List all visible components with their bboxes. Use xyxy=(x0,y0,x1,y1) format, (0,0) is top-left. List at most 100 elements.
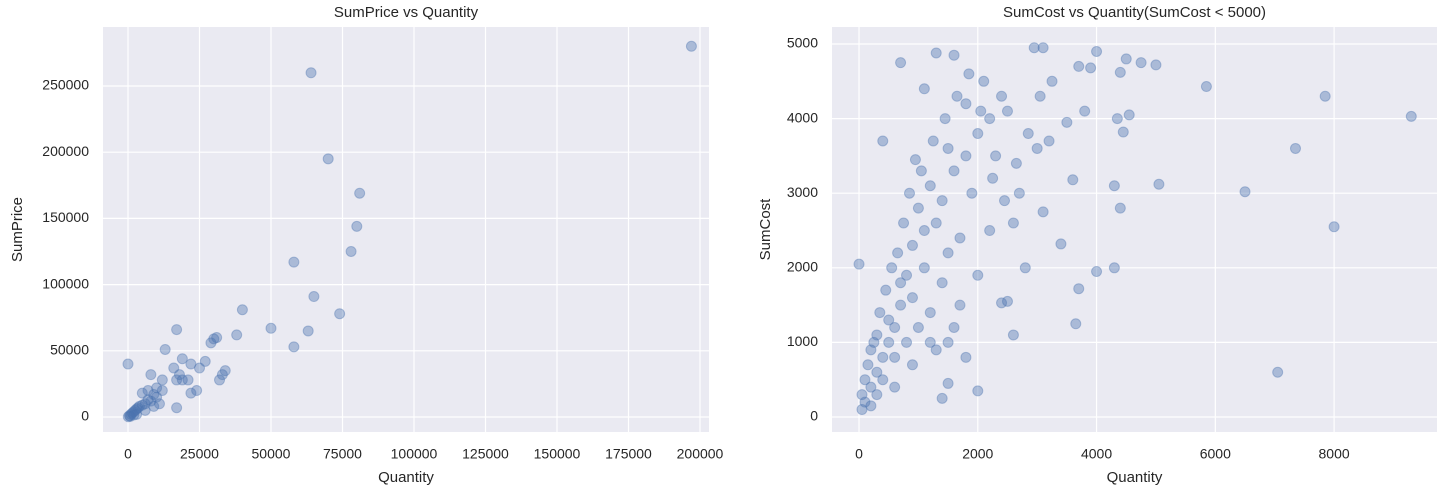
x-tick-label: 2000 xyxy=(962,446,993,462)
scatter-point xyxy=(987,172,999,184)
scatter-point xyxy=(1046,75,1058,87)
scatter-point xyxy=(996,90,1008,102)
scatter-point xyxy=(132,402,144,414)
scatter-point xyxy=(942,142,954,154)
scatter-point xyxy=(1028,42,1040,54)
scatter-point xyxy=(1091,266,1103,278)
x-axis-label: Quantity xyxy=(1107,469,1163,486)
scatter-point xyxy=(918,225,930,237)
y-tick-label: 4000 xyxy=(787,109,818,125)
scatter-point xyxy=(1037,42,1049,54)
scatter-point xyxy=(1108,180,1120,192)
scatter-point xyxy=(859,374,871,386)
scatter-point xyxy=(334,308,346,320)
scatter-point xyxy=(173,369,185,381)
x-tick-label: 0 xyxy=(855,446,863,462)
y-tick-label: 250000 xyxy=(42,77,89,93)
scatter-point xyxy=(153,398,165,410)
scatter-point xyxy=(345,245,357,257)
scatter-point xyxy=(924,180,936,192)
scatter-point xyxy=(322,153,334,165)
scatter-point xyxy=(939,113,951,125)
scatter-point xyxy=(199,355,211,367)
scatter-point xyxy=(182,374,194,386)
scatter-point xyxy=(990,150,1002,162)
y-tick-label: 100000 xyxy=(42,275,89,291)
x-tick-label: 0 xyxy=(124,446,132,462)
scatter-point xyxy=(133,400,145,412)
scatter-point xyxy=(930,217,942,229)
y-tick-label: 0 xyxy=(81,408,89,424)
scatter-point xyxy=(1013,187,1025,199)
scatter-point xyxy=(136,387,148,399)
scatter-point xyxy=(877,135,889,147)
scatter-point xyxy=(265,322,277,334)
scatter-point xyxy=(142,385,154,397)
scatter-point xyxy=(874,307,886,319)
scatter-point xyxy=(912,321,924,333)
scatter-point xyxy=(886,262,898,274)
scatter-point xyxy=(871,389,883,401)
scatter-point xyxy=(308,291,320,303)
scatter-point xyxy=(1034,90,1046,102)
y-tick-label: 1000 xyxy=(787,333,818,349)
x-tick-label: 125000 xyxy=(462,446,509,462)
scatter-point xyxy=(1022,128,1034,140)
scatter-point xyxy=(906,359,918,371)
scatter-point xyxy=(889,351,901,363)
scatter-point xyxy=(125,408,137,420)
scatter-point xyxy=(892,247,904,259)
scatter-point xyxy=(219,365,231,377)
scatter-point xyxy=(936,277,948,289)
scatter-point xyxy=(1239,186,1251,198)
scatter-point xyxy=(1289,142,1301,154)
scatter-point xyxy=(984,225,996,237)
y-tick-label: 3000 xyxy=(787,184,818,200)
y-tick-label: 150000 xyxy=(42,209,89,225)
scatter-point xyxy=(1055,238,1067,250)
scatter-point xyxy=(1073,283,1085,295)
y-tick-label: 5000 xyxy=(787,35,818,51)
y-axis-label: SumPrice xyxy=(9,197,26,262)
scatter-point xyxy=(895,57,907,69)
scatter-point xyxy=(1070,318,1082,330)
y-axis-label: SumCost xyxy=(757,198,774,261)
scatter-point xyxy=(185,387,197,399)
scatter-point xyxy=(131,408,143,420)
scatter-point xyxy=(1010,157,1022,169)
scatter-point xyxy=(151,391,163,403)
scatter-point xyxy=(1001,295,1013,307)
scatter-point xyxy=(1007,217,1019,229)
scatter-point xyxy=(927,135,939,147)
y-tick-label: 0 xyxy=(810,408,818,424)
scatter-point xyxy=(1328,221,1340,233)
scatter-point xyxy=(122,358,134,370)
chart-title: SumPrice vs Quantity xyxy=(334,4,479,21)
scatter-point xyxy=(996,297,1008,309)
x-tick-label: 8000 xyxy=(1319,446,1350,462)
x-tick-label: 75000 xyxy=(323,446,362,462)
scatter-point xyxy=(918,262,930,274)
scatter-point xyxy=(145,369,157,381)
scatter-point xyxy=(148,388,160,400)
scatter-point xyxy=(1079,105,1091,117)
scatter-point xyxy=(859,396,871,408)
scatter-point xyxy=(915,165,927,177)
scatter-point xyxy=(208,333,220,345)
scatter-point xyxy=(963,68,975,80)
scatter-point xyxy=(1120,53,1132,65)
scatter-point xyxy=(1001,105,1013,117)
scatter-point xyxy=(865,381,877,393)
scatter-point xyxy=(214,374,226,386)
scatter-point xyxy=(139,398,151,410)
scatter-point xyxy=(906,239,918,251)
scatter-point xyxy=(972,269,984,281)
scatter-point xyxy=(126,407,138,419)
scatter-point xyxy=(924,307,936,319)
scatter-point xyxy=(1150,59,1162,71)
y-tick-label: 200000 xyxy=(42,143,89,159)
scatter-point xyxy=(853,258,865,270)
scatter-point xyxy=(942,336,954,348)
x-tick-label: 25000 xyxy=(180,446,219,462)
scatter-point xyxy=(930,344,942,356)
